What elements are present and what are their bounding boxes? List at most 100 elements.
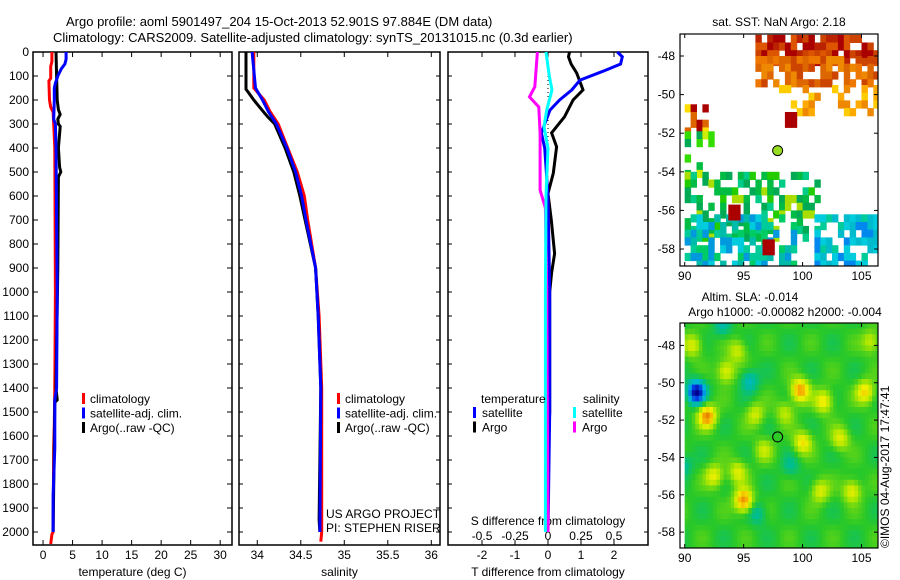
sla-cell: [858, 507, 863, 515]
sst-cell: [779, 179, 786, 188]
sst-cell: [832, 50, 839, 59]
sst-cell: [796, 210, 804, 219]
sla-cell: [762, 412, 767, 419]
sla-cell: [748, 451, 753, 458]
sla-cell: [688, 541, 693, 548]
sla-cell: [776, 401, 781, 408]
sla-cell: [808, 334, 813, 341]
sla-cell: [801, 384, 806, 391]
sst-cell: [837, 229, 845, 238]
sla-cell: [773, 491, 778, 498]
sla-cell: [734, 423, 739, 430]
sla-cell: [751, 463, 756, 470]
sla-cell: [769, 429, 774, 436]
sla-cell: [797, 339, 802, 346]
sla-cell: [872, 535, 877, 543]
sla-cell: [840, 451, 845, 458]
sla-cell: [737, 390, 742, 397]
sla-cell: [691, 323, 696, 330]
sla-cell: [762, 401, 767, 408]
y-tick-label: 700: [9, 213, 29, 227]
sla-cell: [783, 384, 788, 391]
sla-cell: [843, 440, 848, 447]
sla-cell: [854, 351, 859, 358]
sla-cell: [744, 530, 749, 537]
sla-cell: [709, 334, 714, 341]
sla-cell: [812, 457, 817, 464]
sla-cell: [843, 356, 848, 363]
sla-cell: [865, 373, 870, 380]
sla-cell: [766, 373, 771, 380]
sla-cell: [702, 407, 707, 414]
sla-cell: [787, 541, 792, 548]
sla-cell: [858, 535, 863, 543]
sla-cell: [780, 530, 785, 537]
sla-cell: [744, 446, 749, 453]
sla-cell: [833, 339, 838, 346]
sla-cell: [776, 502, 781, 509]
sla-cell: [759, 524, 764, 531]
sla-cell: [829, 457, 834, 464]
sla-cell: [713, 507, 718, 515]
sst-cell: [720, 202, 727, 211]
sla-cell: [716, 530, 721, 537]
sla-cell: [684, 457, 689, 464]
sla-cell: [734, 379, 739, 386]
sla-cell: [847, 367, 852, 374]
sla-cell: [773, 339, 778, 346]
sla-cell: [858, 401, 863, 408]
sla-cell: [847, 351, 852, 358]
sla-cell: [861, 479, 866, 486]
sst-cell: [761, 260, 768, 266]
sla-cell: [773, 418, 778, 425]
sla-cell: [850, 435, 855, 442]
legend-label: Argo: [582, 421, 608, 435]
sla-cell: [801, 474, 806, 481]
sla-cell: [773, 345, 778, 352]
sla-cell: [815, 463, 820, 470]
sla-cell: [815, 519, 820, 526]
sla-cell: [744, 412, 749, 419]
sla-cell: [730, 468, 735, 475]
sla-cell: [801, 339, 806, 346]
sla-cell: [713, 502, 718, 509]
sla-cell: [691, 541, 696, 548]
sla-cell: [748, 384, 753, 391]
y-tick-label: 600: [9, 189, 29, 203]
sla-cell: [872, 440, 877, 447]
sla-cell: [688, 390, 693, 397]
sla-cell: [833, 535, 838, 543]
sla-cell: [730, 379, 735, 386]
sla-cell: [702, 446, 707, 453]
sla-cell: [787, 328, 792, 335]
sla-cell: [847, 334, 852, 341]
sla-cell: [858, 468, 863, 475]
sla-cell: [790, 507, 795, 515]
sst-cell: [702, 210, 709, 219]
sla-cell: [819, 339, 824, 346]
sla-cell: [822, 535, 827, 543]
sla-cell: [691, 446, 696, 453]
sst-cell: [820, 50, 827, 59]
sla-cell: [822, 323, 827, 330]
sla-cell: [861, 356, 866, 363]
sla-cell: [836, 541, 841, 548]
sla-cell: [737, 491, 742, 498]
sla-cell: [868, 435, 873, 442]
sla-cell: [854, 451, 859, 458]
sla-cell: [826, 451, 831, 458]
sst-cell: [808, 210, 815, 219]
sla-cell: [872, 395, 877, 402]
sla-cell: [840, 345, 845, 352]
sla-cell: [734, 474, 739, 481]
sla-cell: [826, 446, 831, 453]
sla-cell: [875, 418, 878, 425]
sla-cell: [713, 328, 718, 335]
sla-cell: [759, 541, 764, 548]
sla-cell: [780, 418, 785, 425]
sla-cell: [794, 502, 799, 509]
sla-cell: [804, 535, 809, 543]
sla-cell: [815, 451, 820, 458]
sla-cell: [688, 502, 693, 509]
sla-cell: [875, 328, 878, 335]
